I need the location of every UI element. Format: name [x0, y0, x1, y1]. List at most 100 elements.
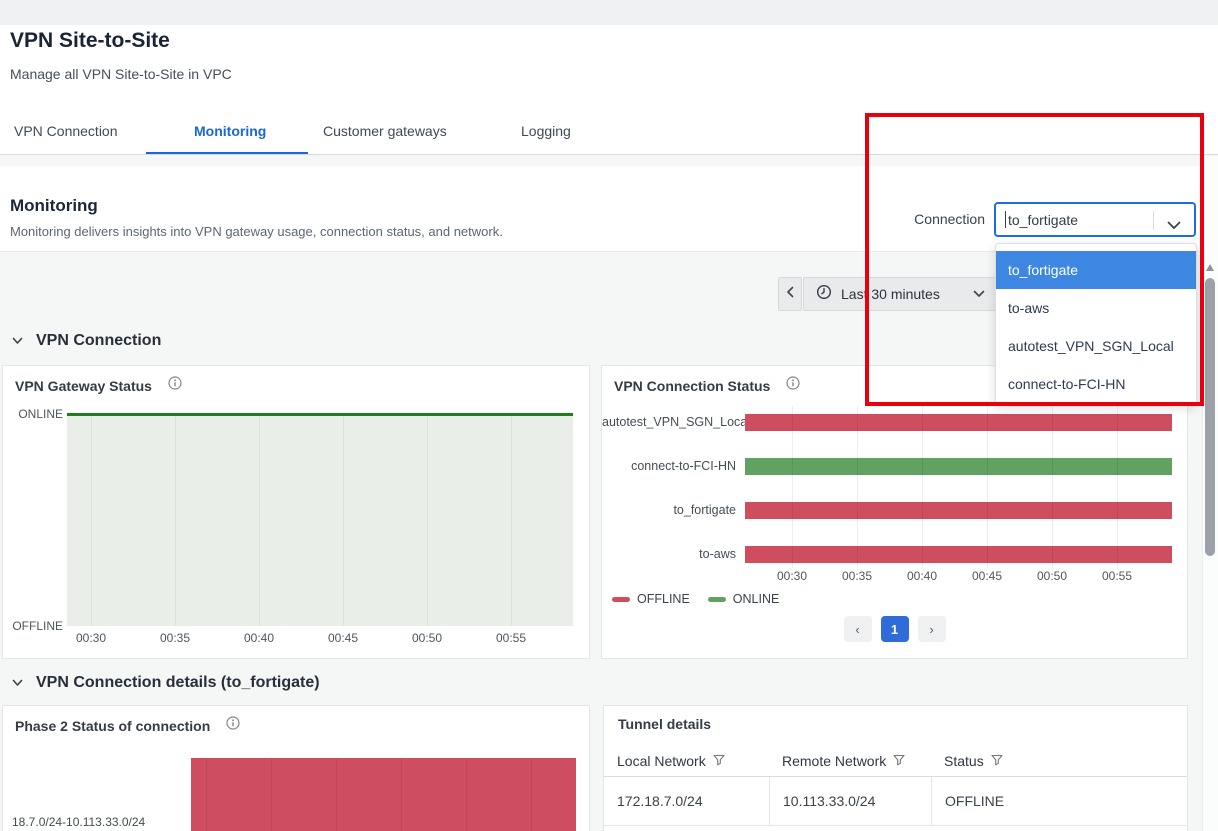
filter-icon[interactable]	[991, 753, 1003, 769]
gridline	[259, 416, 260, 626]
legend-label: OFFLINE	[637, 592, 690, 606]
filter-icon[interactable]	[713, 753, 725, 769]
scrollbar-thumb[interactable]	[1205, 278, 1215, 556]
dropdown-option-to-aws[interactable]: to-aws	[1008, 300, 1050, 316]
column-header-label: Remote Network	[782, 753, 887, 769]
scrollbar-up-arrow[interactable]	[1206, 264, 1214, 271]
legend-item-offline[interactable]: OFFLINE	[612, 592, 690, 606]
gridline	[206, 758, 207, 831]
status-bar-connect-to-fci-hn	[745, 458, 1172, 475]
bar-row-label: to-aws	[699, 547, 736, 561]
x-axis-tick: 00:50	[1036, 569, 1068, 583]
page-title: VPN Site-to-Site	[10, 29, 170, 52]
table-header-cell-status: Status	[931, 746, 1187, 776]
text-cursor	[1005, 211, 1006, 228]
pagination-next-button[interactable]: ›	[917, 616, 946, 642]
dropdown-option-connect-to-fci-hn[interactable]: connect-to-FCI-HN	[1008, 376, 1126, 392]
card-title: VPN Gateway Status	[15, 377, 152, 394]
x-axis-tick: 00:45	[327, 631, 359, 645]
dropdown-option-to-fortigate[interactable]: to_fortigate	[996, 251, 1196, 289]
column-header-label: Local Network	[617, 753, 706, 769]
clock-icon	[816, 284, 832, 305]
select-divider	[1153, 211, 1154, 230]
gridline	[987, 406, 988, 568]
status-bar-autotest-vpn-sgn-local	[745, 414, 1172, 431]
bar-row-label: connect-to-FCI-HN	[631, 459, 736, 473]
table-cell: OFFLINE	[931, 777, 1187, 825]
legend: OFFLINE ONLINE	[612, 592, 779, 606]
legend-item-online[interactable]: ONLINE	[707, 592, 779, 606]
y-axis-label-online: ONLINE	[18, 407, 63, 421]
tab-customer-gateways[interactable]: Customer gateways	[323, 123, 447, 139]
card-tunnel-details: Tunnel details Local Network Remote Netwo…	[603, 705, 1188, 831]
page-subtitle: Manage all VPN Site-to-Site in VPC	[10, 66, 232, 82]
section-title: VPN Connection	[36, 332, 162, 349]
gridline	[466, 758, 467, 831]
table-cell: 10.113.33.0/24	[769, 777, 931, 825]
pagination-prev-button[interactable]: ‹	[843, 616, 872, 642]
active-tab-underline	[146, 152, 308, 155]
info-icon[interactable]	[226, 716, 240, 735]
gridline	[401, 758, 402, 831]
connection-select-label: Connection	[914, 211, 985, 227]
tab-logging[interactable]: Logging	[521, 123, 571, 139]
gridline	[1052, 406, 1053, 568]
section-header-vpn-connection[interactable]: VPN Connection	[12, 332, 161, 350]
x-axis-tick: 00:30	[776, 569, 808, 583]
gridline	[175, 416, 176, 626]
table-header-cell-remote-network: Remote Network	[769, 746, 931, 776]
time-range-label: Last 30 minutes	[841, 286, 940, 302]
gridline	[922, 406, 923, 568]
status-bar-to-fortigate	[745, 502, 1172, 519]
gridline	[427, 416, 428, 626]
pagination-page-1[interactable]: 1	[880, 616, 909, 642]
card-title: VPN Connection Status	[614, 377, 771, 394]
tab-vpn-connection[interactable]: VPN Connection	[14, 123, 118, 139]
gateway-status-line	[67, 413, 573, 416]
gridline	[531, 758, 532, 831]
gateway-area-fill	[67, 416, 573, 626]
info-icon[interactable]	[168, 376, 182, 395]
x-axis-tick: 00:35	[841, 569, 873, 583]
x-axis-tick: 00:40	[906, 569, 938, 583]
filter-icon[interactable]	[893, 753, 905, 769]
dropdown-option-autotest-vpn-sgn-local[interactable]: autotest_VPN_SGN_Local	[1008, 338, 1174, 354]
gridline	[511, 416, 512, 626]
y-axis-label-offline: OFFLINE	[12, 619, 63, 633]
phase2-bar	[191, 758, 576, 831]
x-axis-tick: 00:50	[411, 631, 443, 645]
section-title: VPN Connection details (to_fortigate)	[36, 674, 320, 691]
connection-dropdown-panel: to_fortigate to-aws autotest_VPN_SGN_Local…	[995, 243, 1197, 405]
card-title: Tunnel details	[618, 716, 712, 732]
pagination: ‹ 1 ›	[843, 616, 946, 642]
gridline	[857, 406, 858, 568]
legend-swatch	[707, 596, 726, 602]
x-axis-tick: 00:40	[243, 631, 275, 645]
phase2-row-label: 18.7.0/24-10.113.33.0/24	[12, 815, 146, 829]
collapse-chevron-icon[interactable]	[12, 674, 23, 692]
time-range-button[interactable]: Last 30 minutes	[803, 277, 1009, 311]
gridline	[271, 758, 272, 831]
table-cell: 172.18.7.0/24	[617, 793, 703, 809]
monitoring-description: Monitoring delivers insights into VPN ga…	[10, 224, 503, 239]
collapse-chevron-icon[interactable]	[12, 332, 23, 350]
gridline	[91, 416, 92, 626]
card-vpn-connection-status: VPN Connection Status autotest_VPN_SGN_L…	[601, 365, 1188, 659]
bar-row-label: to_fortigate	[673, 503, 736, 517]
top-bar	[0, 0, 1218, 25]
gridline	[343, 416, 344, 626]
table-header-cell-local-network: Local Network	[604, 746, 769, 776]
card-vpn-gateway-status: VPN Gateway Status ONLINE OFFLINE 00:30 00:…	[2, 365, 590, 659]
chevron-down-icon[interactable]	[1167, 217, 1181, 235]
x-axis-tick: 00:55	[495, 631, 527, 645]
bar-row-label: autotest_VPN_SGN_Local	[602, 415, 751, 429]
gridline	[336, 758, 337, 831]
time-prev-button[interactable]	[778, 277, 802, 311]
info-icon[interactable]	[786, 376, 800, 395]
tab-monitoring[interactable]: Monitoring	[194, 123, 267, 139]
gridline	[792, 406, 793, 568]
card-phase2-status: Phase 2 Status of connection 18.7.0/24-1…	[2, 705, 590, 831]
connection-select[interactable]: to_fortigate	[994, 202, 1196, 237]
section-header-vpn-connection-details[interactable]: VPN Connection details (to_fortigate)	[12, 674, 320, 692]
